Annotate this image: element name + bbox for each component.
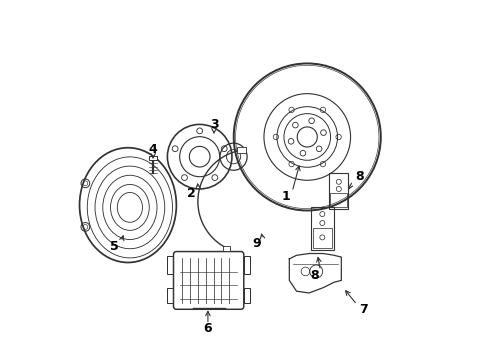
Bar xyxy=(167,256,173,274)
Text: 3: 3 xyxy=(209,118,218,131)
Bar xyxy=(312,228,332,248)
Text: 8: 8 xyxy=(354,170,363,183)
Bar xyxy=(244,256,250,274)
Bar xyxy=(222,246,229,251)
Bar xyxy=(310,207,333,250)
Text: 9: 9 xyxy=(251,237,260,250)
Bar xyxy=(244,288,250,303)
Text: 6: 6 xyxy=(203,322,212,335)
Text: 1: 1 xyxy=(281,190,289,203)
Text: 5: 5 xyxy=(110,240,119,253)
Text: 7: 7 xyxy=(359,303,367,316)
Bar xyxy=(328,173,348,209)
Text: 2: 2 xyxy=(187,187,196,200)
Bar xyxy=(329,193,346,207)
Text: 8: 8 xyxy=(309,269,318,282)
Bar xyxy=(148,156,157,160)
Text: 4: 4 xyxy=(148,143,157,156)
Bar xyxy=(237,147,245,153)
Bar xyxy=(167,288,173,303)
